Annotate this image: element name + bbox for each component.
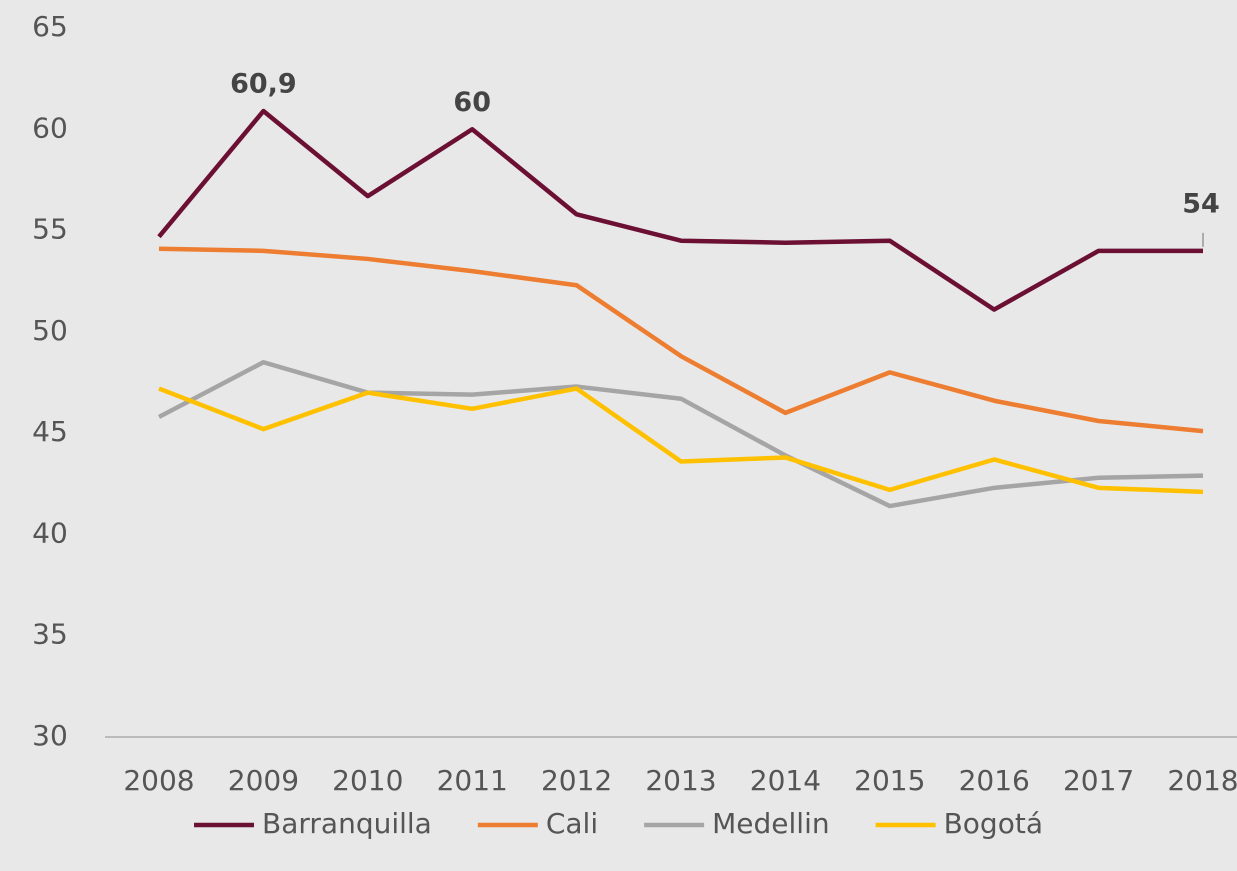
x-tick-label: 2018 (1167, 764, 1237, 797)
y-tick-label: 35 (32, 618, 68, 651)
x-tick-label: 2017 (1063, 764, 1134, 797)
x-tick-label: 2013 (645, 764, 716, 797)
y-tick-label: 30 (32, 719, 68, 752)
legend-label: Medellin (712, 807, 829, 840)
x-tick-label: 2014 (750, 764, 821, 797)
y-tick-label: 65 (32, 10, 68, 43)
y-tick-label: 40 (32, 516, 68, 549)
x-tick-label: 2012 (541, 764, 612, 797)
x-tick-label: 2016 (959, 764, 1030, 797)
y-tick-label: 60 (32, 111, 68, 144)
data-label: 54 (1182, 188, 1220, 219)
data-label: 60,9 (230, 69, 297, 100)
data-label: 60 (453, 87, 491, 118)
x-tick-label: 2011 (437, 764, 508, 797)
y-tick-label: 55 (32, 213, 68, 246)
x-tick-label: 2015 (854, 764, 925, 797)
x-tick-label: 2009 (228, 764, 299, 797)
y-tick-label: 45 (32, 415, 68, 448)
x-tick-label: 2010 (332, 764, 403, 797)
x-tick-label: 2008 (123, 764, 194, 797)
series-line (157, 108, 1203, 312)
legend-label: Barranquilla (262, 807, 432, 840)
legend-label: Bogotá (944, 807, 1043, 840)
legend-label: Cali (546, 807, 598, 840)
series-line (158, 246, 1204, 434)
series-line (158, 386, 1204, 495)
y-tick-label: 50 (32, 314, 68, 347)
series-line (157, 359, 1204, 509)
